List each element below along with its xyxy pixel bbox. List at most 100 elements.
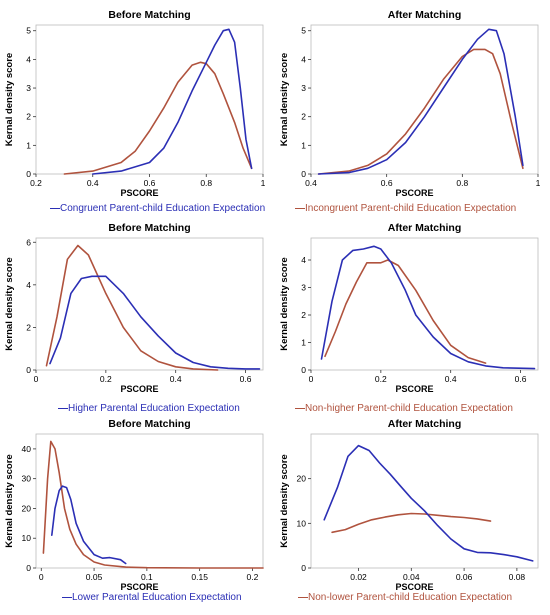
y-tick-label: 2 (26, 322, 31, 332)
legend-row3-right: —Non-lower Parent-child Education Expect… (298, 592, 512, 603)
y-tick-label: 2 (26, 112, 31, 122)
x-tick-label: 0 (309, 374, 314, 384)
chart-panel-2: After Matching 0.4 0.6 0.8 1 0 1 2 3 4 5 PSCORE Kern… (279, 9, 541, 198)
series-line-blue (50, 485, 127, 565)
y-axis-label: Kernal density score (279, 53, 290, 146)
plot-frame (310, 24, 539, 175)
plot-frame (310, 433, 539, 569)
x-axis-label: PSCORE (395, 188, 433, 198)
series-line-red (317, 48, 524, 175)
legend-text: Higher Parental Education Expectation (68, 403, 240, 414)
y-tick-label: 1 (301, 140, 306, 150)
y-tick-label: 4 (301, 54, 306, 64)
legend-row3-left: —Lower Parental Education Expectation (62, 592, 242, 603)
y-axis-label: Kernal density score (4, 454, 15, 547)
chart-title: Before Matching (108, 418, 190, 430)
plot-frame (35, 433, 264, 569)
legend-dash: — (295, 203, 305, 214)
y-tick-label: 0 (301, 563, 306, 573)
x-tick-label: 0 (34, 374, 39, 384)
chart-panel-5: Before Matching 0 0.05 0.1 0.15 0.2 0 10 20 30 40 P… (4, 418, 264, 592)
chart-title: After Matching (388, 418, 462, 430)
y-tick-label: 6 (26, 237, 31, 247)
y-tick-label: 4 (26, 54, 31, 64)
x-tick-label: 0.4 (170, 374, 182, 384)
plot-frame (35, 237, 264, 371)
chart-panel-3: Before Matching 0 0.2 0.4 0.6 0 2 4 6 PSCORE Kerna… (4, 222, 264, 394)
x-tick-label: 0.15 (191, 572, 208, 582)
y-tick-label: 3 (301, 283, 306, 293)
x-tick-label: 0.02 (350, 572, 367, 582)
series-line-blue (320, 245, 536, 370)
legend-text: Lower Parental Education Expectation (72, 592, 242, 603)
legend-text: Non-lower Parent-child Education Expecta… (308, 592, 512, 603)
plot-frame (310, 237, 539, 371)
series-line-red (324, 259, 487, 364)
y-tick-label: 1 (26, 140, 31, 150)
y-tick-label: 2 (301, 310, 306, 320)
x-axis-label: PSCORE (120, 188, 158, 198)
series-line-red (45, 244, 219, 371)
y-tick-label: 0 (26, 169, 31, 179)
x-tick-label: 0.2 (100, 374, 112, 384)
x-tick-label: 0.4 (445, 374, 457, 384)
plot-frame (35, 24, 264, 175)
x-axis-label: PSCORE (395, 582, 433, 592)
y-tick-label: 3 (26, 83, 31, 93)
chart-title: Before Matching (108, 222, 190, 234)
legend-text: Non-higher Parent-child Education Expect… (305, 403, 513, 414)
series-line-blue (323, 444, 534, 562)
series-line-blue (317, 28, 524, 175)
x-tick-label: 0.06 (456, 572, 473, 582)
x-tick-label: 0.2 (247, 572, 259, 582)
x-tick-label: 0.1 (141, 572, 153, 582)
x-tick-label: 0.05 (86, 572, 103, 582)
y-tick-label: 5 (301, 26, 306, 36)
series-line-blue (49, 275, 261, 370)
y-tick-label: 30 (22, 474, 32, 484)
y-tick-label: 0 (301, 365, 306, 375)
legend-dash: — (58, 403, 68, 414)
y-tick-label: 10 (22, 533, 32, 543)
legend-row1-right: —Incongruent Parent-child Education Expe… (295, 203, 516, 214)
x-tick-label: 0.4 (305, 178, 317, 188)
x-tick-label: 0.08 (509, 572, 526, 582)
x-axis-label: PSCORE (395, 384, 433, 394)
y-tick-label: 20 (22, 503, 32, 513)
chart-panel-1: Before Matching 0.2 0.4 0.6 0.8 1 0 1 2 3 4 5 PSCORE… (4, 9, 266, 198)
x-tick-label: 1 (261, 178, 266, 188)
x-tick-label: 1 (536, 178, 541, 188)
y-tick-label: 5 (26, 26, 31, 36)
x-tick-label: 0.6 (381, 178, 393, 188)
legend-text: Congruent Parent-child Education Expecta… (60, 203, 266, 214)
y-axis-label: Kernal density score (279, 454, 290, 547)
x-axis-label: PSCORE (120, 582, 158, 592)
y-axis-label: Kernal density score (4, 257, 15, 350)
legend-row1-left: —Congruent Parent-child Education Expect… (50, 203, 265, 214)
y-tick-label: 10 (297, 518, 307, 528)
y-tick-label: 4 (301, 255, 306, 265)
y-tick-label: 0 (26, 563, 31, 573)
y-tick-label: 20 (297, 474, 307, 484)
series-line-blue (92, 28, 253, 175)
y-axis-label: Kernal density score (279, 257, 290, 350)
x-tick-label: 0.6 (515, 374, 527, 384)
x-tick-label: 0 (39, 572, 44, 582)
x-tick-label: 0.8 (456, 178, 468, 188)
chart-title: After Matching (388, 222, 462, 234)
y-tick-label: 0 (301, 169, 306, 179)
legend-dash: — (50, 203, 60, 214)
x-axis-label: PSCORE (120, 384, 158, 394)
x-tick-label: 0.6 (240, 374, 252, 384)
series-line-red (331, 512, 492, 534)
series-line-red (63, 61, 253, 175)
y-tick-label: 3 (301, 83, 306, 93)
legend-dash: — (298, 592, 308, 603)
legend-dash: — (62, 592, 72, 603)
series-line-red (42, 440, 264, 569)
chart-panel-6: After Matching 0.02 0.04 0.06 0.08 0 10 20 PSCOR… (279, 418, 539, 592)
legend-text: Incongruent Parent-child Education Expec… (305, 203, 517, 214)
x-tick-label: 0.8 (200, 178, 212, 188)
y-tick-label: 4 (26, 280, 31, 290)
x-tick-label: 0.2 (30, 178, 42, 188)
